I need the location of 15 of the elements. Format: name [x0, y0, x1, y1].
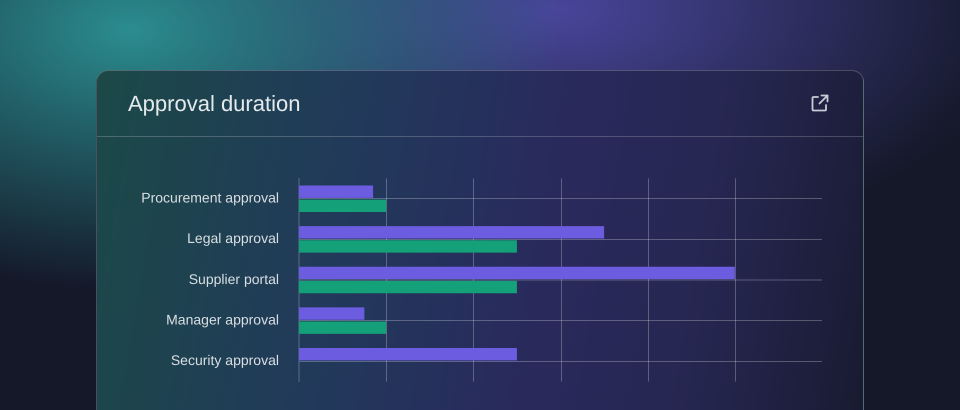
y-tick-label: Manager approval	[166, 312, 279, 328]
bar	[299, 321, 386, 334]
bar	[299, 266, 735, 280]
bar	[299, 185, 374, 198]
bar	[299, 200, 386, 212]
bar	[299, 240, 517, 253]
y-tick-label: Supplier portal	[188, 270, 279, 287]
bar	[299, 226, 604, 239]
chart-title: Approval duration	[128, 91, 300, 117]
y-tick-label: Legal approval	[187, 230, 279, 246]
bar	[299, 307, 364, 320]
bar	[299, 348, 517, 360]
y-tick-label: Procurement approval	[141, 190, 279, 206]
bar	[299, 280, 517, 294]
y-tick-label: Security approval	[170, 352, 279, 368]
